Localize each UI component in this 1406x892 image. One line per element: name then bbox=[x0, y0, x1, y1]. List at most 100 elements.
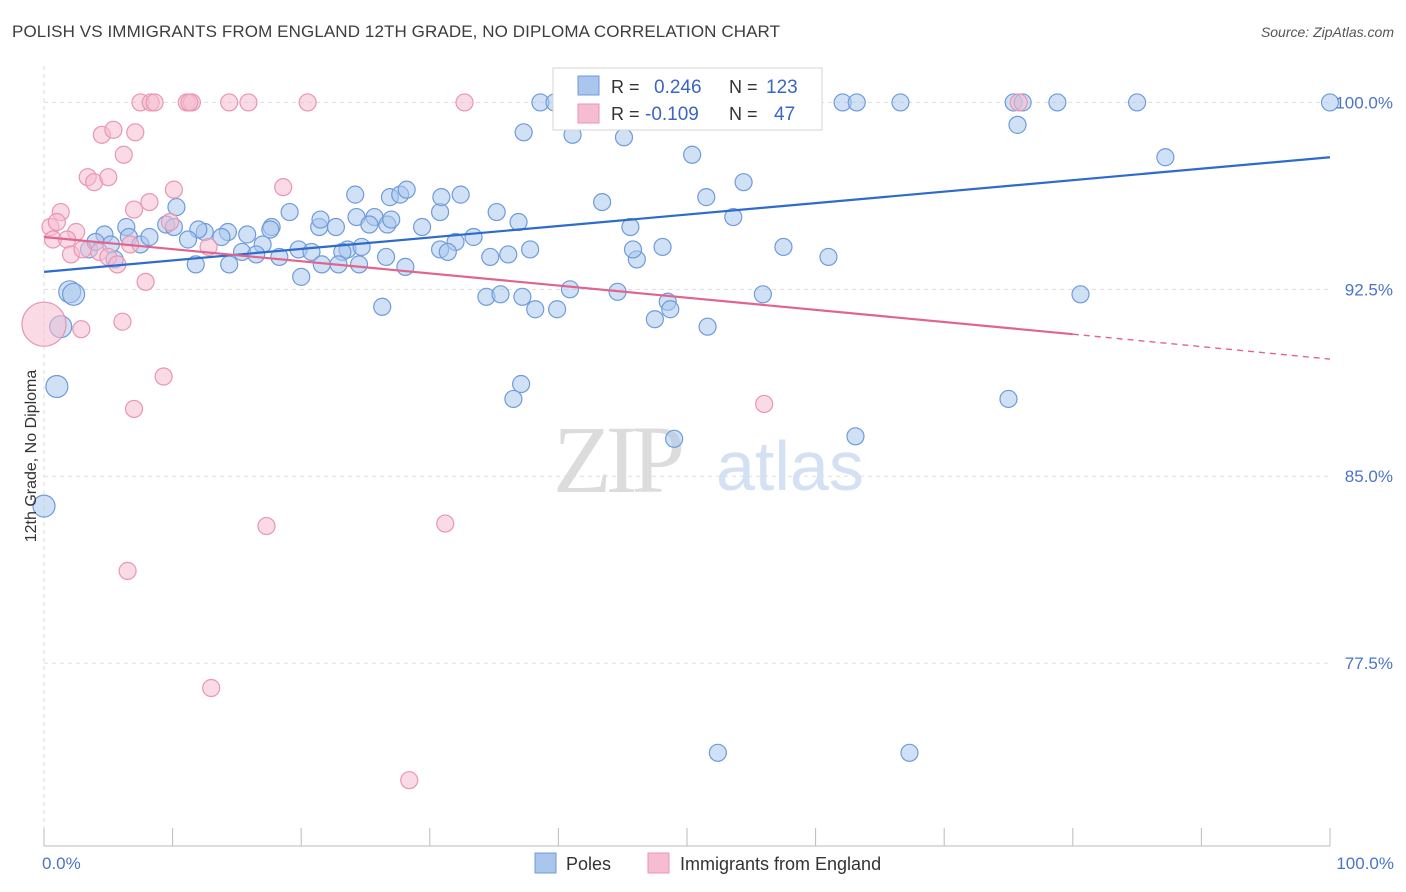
england-point bbox=[124, 399, 144, 419]
y-tick-label: 92.5% bbox=[1345, 280, 1393, 299]
england-point bbox=[436, 514, 455, 533]
england-points bbox=[21, 93, 1028, 790]
legend-swatch-england bbox=[647, 852, 670, 874]
poles-point bbox=[548, 300, 567, 319]
england-point bbox=[113, 312, 132, 331]
poles-points bbox=[32, 93, 1340, 762]
stats-n-label-poles: N = bbox=[729, 77, 758, 97]
y-axis-label: 12th Grade, No Diploma bbox=[23, 370, 40, 543]
poles-point bbox=[623, 240, 643, 259]
england-point bbox=[114, 145, 133, 164]
legend-swatch-poles bbox=[534, 852, 557, 874]
poles-point bbox=[846, 427, 865, 446]
england-point bbox=[99, 168, 118, 187]
england-point bbox=[455, 93, 474, 112]
poles-point bbox=[593, 193, 612, 212]
england-point bbox=[274, 178, 293, 197]
england-point bbox=[160, 212, 180, 232]
england-point bbox=[140, 193, 159, 212]
poles-point bbox=[280, 202, 299, 222]
england-point bbox=[118, 561, 137, 580]
england-point bbox=[126, 123, 145, 142]
poles-point bbox=[891, 93, 910, 112]
poles-point bbox=[512, 374, 531, 394]
poles-point bbox=[238, 225, 257, 244]
poles-point bbox=[734, 173, 753, 192]
poles-point bbox=[653, 237, 672, 257]
england-point bbox=[220, 93, 239, 112]
chart-title: POLISH VS IMMIGRANTS FROM ENGLAND 12TH G… bbox=[12, 22, 781, 41]
poles-point bbox=[412, 217, 432, 237]
england-point bbox=[257, 516, 276, 536]
england-point bbox=[1009, 93, 1028, 112]
poles-point bbox=[514, 123, 533, 142]
poles-point bbox=[1156, 148, 1175, 167]
poles-point bbox=[504, 389, 523, 409]
poles-point bbox=[220, 255, 239, 274]
poles-point bbox=[753, 285, 772, 304]
england-point bbox=[145, 93, 164, 112]
poles-point bbox=[178, 230, 198, 249]
england-point bbox=[202, 678, 221, 698]
poles-point bbox=[526, 300, 545, 319]
poles-point bbox=[45, 374, 69, 399]
x-tick-label-min: 0.0% bbox=[42, 854, 81, 873]
england-point bbox=[755, 394, 774, 414]
poles-point bbox=[360, 215, 379, 234]
x-axis-ticks bbox=[43, 828, 1331, 846]
stats-r-value-poles: 0.246 bbox=[654, 77, 702, 98]
poles-point bbox=[661, 300, 680, 319]
poles-point bbox=[481, 247, 500, 267]
poles-point bbox=[1127, 93, 1147, 112]
poles-point bbox=[521, 240, 540, 259]
poles-point bbox=[697, 188, 716, 207]
legend: Poles Immigrants from England bbox=[534, 852, 881, 874]
stats-n-value-poles: 123 bbox=[766, 77, 798, 98]
poles-point bbox=[614, 128, 634, 147]
poles-point bbox=[432, 188, 451, 207]
source-label: Source: ZipAtlas.com bbox=[1260, 24, 1394, 40]
poles-point bbox=[645, 310, 664, 329]
poles-point bbox=[708, 743, 727, 762]
england-point bbox=[154, 367, 173, 386]
poles-point bbox=[819, 247, 838, 267]
watermark-zip: ZIP bbox=[553, 406, 682, 513]
england-point bbox=[298, 93, 317, 112]
poles-point bbox=[683, 145, 702, 164]
trend-lines bbox=[43, 156, 1331, 360]
stats-r-value-england: -0.109 bbox=[645, 104, 699, 125]
england-point bbox=[239, 93, 258, 112]
poles-point bbox=[140, 227, 159, 247]
grid-lines bbox=[43, 66, 1330, 845]
watermark: ZIP atlas bbox=[553, 406, 864, 513]
england-point bbox=[180, 93, 199, 112]
poles-point bbox=[270, 247, 289, 267]
poles-point bbox=[464, 227, 483, 247]
england-point bbox=[104, 120, 123, 139]
poles-point bbox=[847, 93, 866, 112]
poles-point bbox=[999, 389, 1018, 409]
england-point bbox=[136, 272, 155, 291]
stats-swatch-england bbox=[577, 103, 600, 124]
poles-point bbox=[774, 237, 793, 257]
england-point bbox=[73, 240, 92, 259]
poles-point bbox=[1320, 93, 1340, 112]
y-tick-labels: 100.0% 92.5% 85.0% 77.5% bbox=[1335, 93, 1393, 673]
stats-r-label-poles: R = bbox=[611, 77, 640, 97]
poles-point bbox=[560, 280, 580, 299]
poles-point bbox=[261, 220, 280, 239]
poles-point bbox=[499, 245, 518, 264]
poles-point bbox=[186, 255, 205, 274]
poles-point bbox=[724, 207, 743, 227]
poles-point bbox=[900, 743, 919, 762]
stats-n-label-england: N = bbox=[729, 104, 758, 124]
poles-point bbox=[397, 180, 416, 199]
poles-point bbox=[292, 267, 311, 286]
poles-point bbox=[513, 287, 532, 306]
england-point bbox=[164, 180, 183, 199]
poles-point bbox=[1071, 285, 1090, 304]
poles-point bbox=[167, 197, 186, 217]
watermark-atlas: atlas bbox=[716, 427, 864, 505]
stats-box: R = 0.246 N = 123 R = -0.109 N = 47 bbox=[552, 67, 823, 131]
y-tick-label: 100.0% bbox=[1335, 93, 1393, 112]
